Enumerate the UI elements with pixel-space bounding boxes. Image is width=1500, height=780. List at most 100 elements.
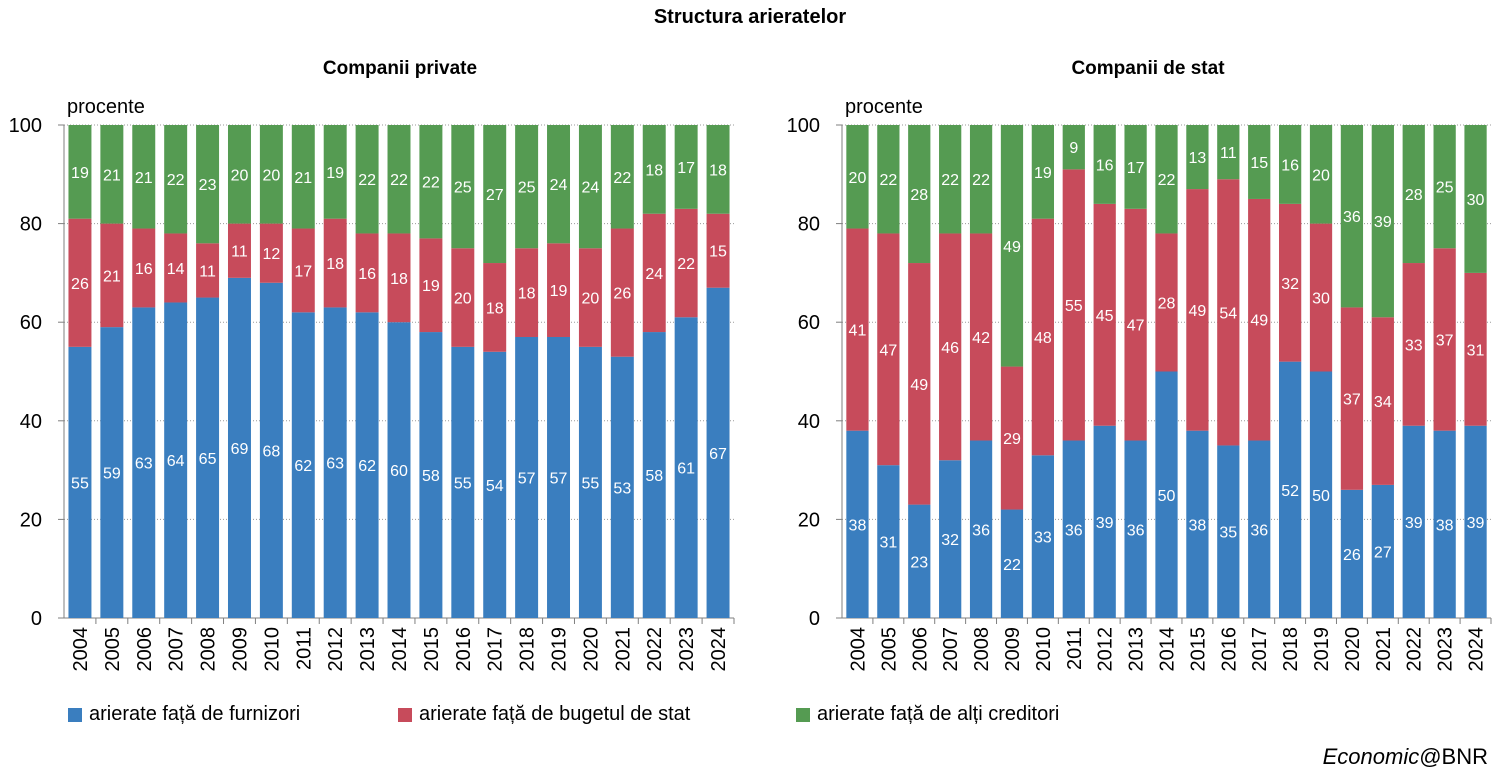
right-x-tick-label: 2004 [847,627,869,672]
right-y-tick-label: 40 [798,411,820,433]
credit-rest-part: @BNR [1419,744,1488,769]
left-bar-bugetul-de-stat-2012 [323,218,347,308]
left-x-tick-label: 2019 [549,627,571,672]
right-data-label-alti-creditori-2007: 22 [941,172,959,189]
right-bar-bugetul-de-stat-2021 [1371,317,1394,485]
right-bar-bugetul-de-stat-2015 [1186,189,1209,431]
left-data-label-alti-creditori-2008: 23 [199,177,217,194]
right-bar-alti-creditori-2015 [1186,125,1209,190]
right-bar-alti-creditori-2010 [1031,125,1055,219]
left-data-label-bugetul-de-stat-2012: 18 [326,256,344,273]
right-x-tick-label: 2024 [1466,627,1488,672]
right-data-label-furnizori-2020: 26 [1343,547,1361,564]
left-data-label-alti-creditori-2013: 22 [358,172,376,189]
left-chart: 0 20 40 60 80 100 55 26 19 2004 59 21 21 2005 63 16 21 20… [9,115,735,672]
left-data-label-furnizori-2016: 55 [454,475,472,492]
source-credit: Economic@BNR [1323,744,1488,770]
left-data-label-furnizori-2004: 55 [71,475,89,492]
right-data-label-bugetul-de-stat-2016: 54 [1219,305,1237,322]
right-data-label-alti-creditori-2008: 22 [972,172,990,189]
right-bar-furnizori-2018 [1278,361,1302,618]
right-bar-furnizori-2005 [877,465,900,618]
right-bar-alti-creditori-2004 [846,125,869,229]
left-bar-furnizori-2017 [483,351,507,618]
right-bar-furnizori-2022 [1402,425,1425,618]
right-bar-bugetul-de-stat-2010 [1031,218,1055,456]
right-bar-bugetul-de-stat-2018 [1278,203,1302,362]
left-bar-bugetul-de-stat-2019 [547,243,571,337]
right-data-label-alti-creditori-2021: 39 [1374,214,1392,231]
left-x-tick-label: 2017 [485,627,507,672]
left-bar-bugetul-de-stat-2024 [706,213,730,288]
left-data-label-bugetul-de-stat-2010: 12 [262,246,280,263]
right-data-label-furnizori-2009: 22 [1003,557,1021,574]
left-bar-bugetul-de-stat-2005 [100,223,124,328]
right-data-label-alti-creditori-2022: 28 [1405,187,1423,204]
left-bar-bugetul-de-stat-2013 [355,233,379,313]
left-data-label-bugetul-de-stat-2017: 18 [486,300,504,317]
left-data-label-furnizori-2012: 63 [326,456,344,473]
right-data-label-furnizori-2010: 33 [1034,530,1052,547]
left-bar-bugetul-de-stat-2015 [419,238,443,333]
left-data-label-alti-creditori-2015: 22 [422,175,440,192]
right-x-tick-label: 2007 [940,627,962,672]
right-data-label-furnizori-2008: 36 [972,522,990,539]
right-data-label-bugetul-de-stat-2012: 45 [1096,308,1114,325]
left-bar-alti-creditori-2007 [164,125,188,234]
right-data-label-alti-creditori-2011: 9 [1069,140,1078,157]
left-data-label-bugetul-de-stat-2005: 21 [103,268,121,285]
left-bar-furnizori-2020 [578,346,602,618]
left-bar-alti-creditori-2024 [706,125,730,214]
right-bar-bugetul-de-stat-2012 [1093,203,1116,426]
right-bar-furnizori-2017 [1248,440,1271,618]
left-data-label-bugetul-de-stat-2006: 16 [135,261,153,278]
right-data-label-furnizori-2021: 27 [1374,544,1392,561]
right-data-label-furnizori-2006: 23 [910,554,928,571]
right-bar-furnizori-2006 [908,504,931,618]
right-data-label-bugetul-de-stat-2005: 47 [879,342,897,359]
left-x-tick-label: 2009 [229,627,251,672]
left-data-label-alti-creditori-2023: 17 [677,160,695,177]
right-data-label-furnizori-2019: 50 [1312,488,1330,505]
left-data-label-furnizori-2005: 59 [103,466,121,483]
left-data-label-furnizori-2017: 54 [486,478,504,495]
left-data-label-bugetul-de-stat-2004: 26 [71,276,89,293]
left-x-tick-label: 2016 [453,627,475,672]
left-bar-alti-creditori-2020 [578,125,602,249]
right-x-tick-label: 2017 [1249,627,1271,672]
left-bar-alti-creditori-2004 [68,125,92,219]
left-data-label-bugetul-de-stat-2008: 11 [199,263,216,280]
right-bar-bugetul-de-stat-2020 [1340,307,1364,490]
right-bar-furnizori-2019 [1309,371,1333,618]
right-data-label-bugetul-de-stat-2004: 41 [849,323,867,340]
left-bar-alti-creditori-2021 [610,125,634,229]
right-data-label-furnizori-2016: 35 [1219,525,1237,542]
right-data-label-alti-creditori-2020: 36 [1343,209,1361,226]
left-data-label-furnizori-2009: 69 [231,441,249,458]
right-bar-alti-creditori-2005 [877,125,900,234]
right-bar-bugetul-de-stat-2009 [1000,366,1024,510]
left-bar-bugetul-de-stat-2009 [227,223,251,278]
left-data-label-furnizori-2015: 58 [422,468,440,485]
left-bar-bugetul-de-stat-2008 [196,243,220,298]
right-data-label-furnizori-2011: 36 [1065,522,1083,539]
right-data-label-bugetul-de-stat-2006: 49 [910,377,928,394]
left-data-label-furnizori-2021: 53 [613,480,631,497]
left-bar-furnizori-2008 [196,297,220,618]
left-data-label-bugetul-de-stat-2022: 24 [645,266,663,283]
right-x-tick-label: 2018 [1280,627,1302,672]
legend-swatch-bugetul-de-stat [398,707,412,722]
left-data-label-alti-creditori-2022: 18 [645,162,663,179]
right-x-tick-label: 2019 [1311,627,1333,672]
left-x-tick-label: 2023 [676,627,698,672]
right-data-label-alti-creditori-2004: 20 [849,170,867,187]
left-data-label-furnizori-2018: 57 [518,470,536,487]
right-bar-bugetul-de-stat-2013 [1124,208,1147,441]
right-bar-alti-creditori-2008 [969,125,993,234]
right-data-label-bugetul-de-stat-2008: 42 [972,330,990,347]
left-bar-furnizori-2011 [291,312,315,618]
left-data-label-alti-creditori-2016: 25 [454,180,472,197]
left-data-label-bugetul-de-stat-2019: 19 [550,283,568,300]
right-data-label-alti-creditori-2014: 22 [1158,172,1176,189]
right-data-label-furnizori-2024: 39 [1467,515,1485,532]
